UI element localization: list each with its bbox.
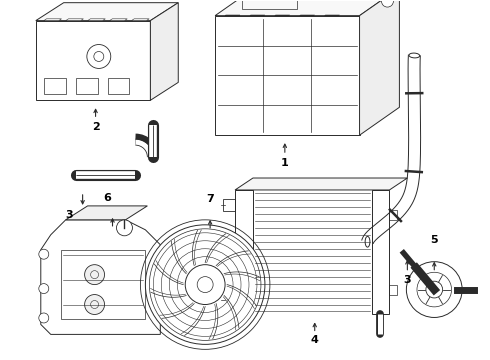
Polygon shape [360,0,399,135]
Polygon shape [362,55,420,243]
Polygon shape [66,206,147,220]
Polygon shape [41,220,160,334]
Text: 3: 3 [65,210,73,220]
Circle shape [39,284,49,293]
Text: 1: 1 [281,158,289,168]
Circle shape [117,220,132,236]
Circle shape [85,265,104,285]
Polygon shape [66,19,83,21]
Polygon shape [110,19,127,21]
Circle shape [406,262,462,318]
Circle shape [39,313,49,323]
Polygon shape [88,19,105,21]
Circle shape [146,225,265,345]
Ellipse shape [409,53,420,58]
Text: 5: 5 [430,235,438,245]
Ellipse shape [149,122,157,129]
Text: 7: 7 [206,194,214,204]
Polygon shape [215,0,399,15]
Polygon shape [235,178,407,190]
Ellipse shape [72,171,79,179]
Polygon shape [36,3,178,21]
Circle shape [185,265,225,305]
Circle shape [39,249,49,259]
Text: 3: 3 [404,275,411,285]
Circle shape [85,294,104,315]
Text: 4: 4 [311,336,319,345]
Circle shape [382,0,393,7]
Text: 6: 6 [103,193,111,203]
Ellipse shape [365,237,370,247]
Polygon shape [131,19,149,21]
Text: 2: 2 [92,122,99,132]
Polygon shape [150,3,178,100]
Polygon shape [44,19,62,21]
